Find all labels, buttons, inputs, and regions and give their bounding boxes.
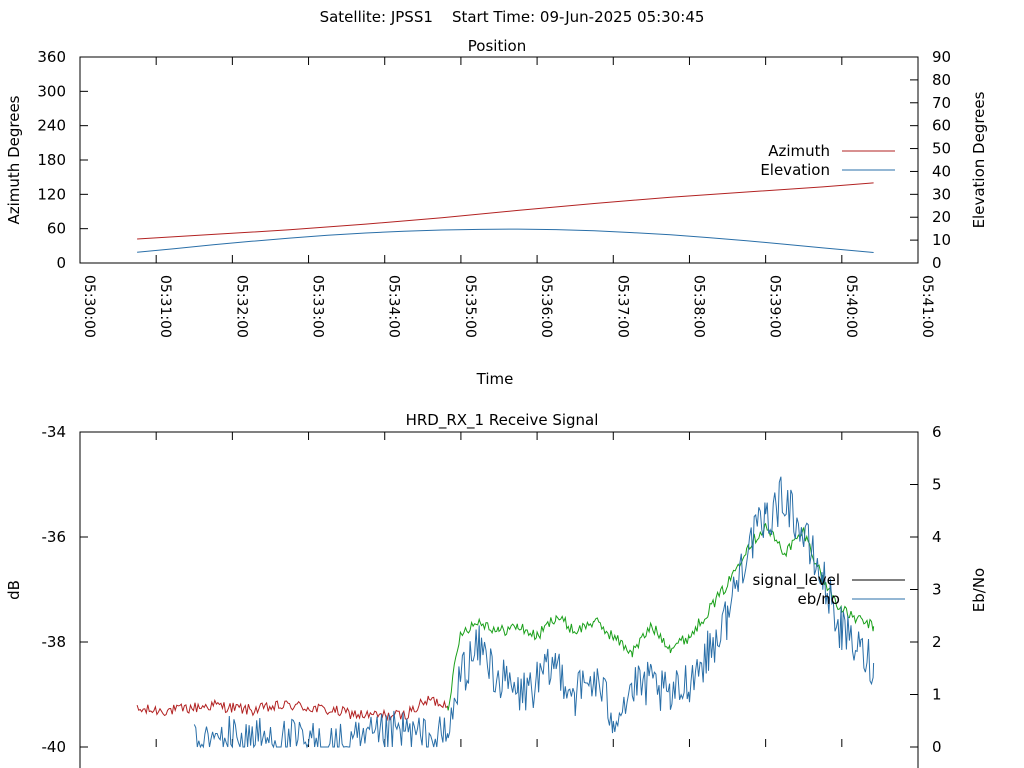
series-line-ebno [193, 476, 875, 749]
y-tick-label: 0 [56, 254, 66, 272]
y2-tick-label: 30 [932, 185, 951, 203]
y2-tick-label: 6 [932, 423, 942, 441]
position-left-axis: 0 60 120 180 240 300 360 [37, 48, 88, 272]
signal-y2label: Eb/No [970, 568, 988, 612]
y-tick-label: 240 [37, 117, 66, 135]
y2-tick-label: 5 [932, 476, 942, 494]
signal-left-axis: -34 -36 -38 -40 [42, 423, 88, 756]
y2-tick-label: 50 [932, 140, 951, 158]
legend-label-ebno: eb/no [798, 590, 841, 608]
y2-tick-label: 3 [932, 581, 942, 599]
position-plot-frame [79, 56, 919, 264]
series-line-signal-level-unlocked [136, 695, 449, 721]
x-tick-label: 05:30:00 [81, 275, 97, 338]
legend-label-signal-level: signal_level [752, 571, 840, 590]
x-tick-label: 05:33:00 [310, 275, 326, 338]
position-ylabel: Azimuth Degrees [5, 95, 23, 224]
x-tick-label: 05:35:00 [462, 275, 478, 338]
position-chart-title: Position [468, 37, 526, 55]
y2-tick-label: 60 [932, 117, 951, 135]
y2-tick-label: 90 [932, 48, 951, 66]
position-legend: Azimuth Elevation [760, 142, 895, 179]
y-tick-label: -36 [42, 528, 67, 546]
position-right-axis: 0 10 20 30 40 50 60 70 80 90 [910, 48, 951, 272]
legend-label-azimuth: Azimuth [768, 142, 830, 160]
y2-tick-label: 0 [932, 254, 942, 272]
y2-tick-label: 0 [932, 738, 942, 756]
x-tick-label: 05:37:00 [614, 275, 630, 338]
y2-tick-label: 10 [932, 231, 951, 249]
x-tick-label: 05:31:00 [157, 275, 173, 338]
position-chart: Position 0 60 120 180 240 300 360 0 10 20 30 40 50 6… [5, 37, 988, 388]
y-tick-label: 180 [37, 151, 66, 169]
signal-series-group [136, 476, 875, 749]
y2-tick-label: 4 [932, 528, 942, 546]
x-tick-label: 05:39:00 [767, 275, 783, 338]
y2-tick-label: 40 [932, 162, 951, 180]
position-x-axis: 05:30:00 05:31:00 05:32:00 05:33:00 05:34:00… [79, 57, 935, 338]
x-tick-label: 05:40:00 [843, 275, 859, 338]
y2-tick-label: 1 [932, 686, 942, 704]
y-tick-label: -40 [42, 738, 67, 756]
x-tick-label: 05:34:00 [386, 275, 402, 338]
x-tick-label: 05:32:00 [233, 275, 249, 338]
x-tick-label: 05:38:00 [690, 275, 706, 338]
y-tick-label: -38 [42, 633, 67, 651]
y-tick-label: 300 [37, 82, 66, 100]
y2-tick-label: 70 [932, 94, 951, 112]
page-title: Satellite: JPSS1 Start Time: 09-Jun-2025… [320, 8, 705, 26]
y2-tick-label: 80 [932, 71, 951, 89]
series-line-elevation [137, 228, 874, 253]
y-tick-label: 120 [37, 185, 66, 203]
x-tick-label: 05:41:00 [919, 275, 935, 338]
y2-tick-label: 2 [932, 633, 942, 651]
position-xlabel: Time [476, 370, 514, 388]
legend-label-elevation: Elevation [760, 161, 830, 179]
series-line-signal-level-locked [447, 522, 875, 711]
signal-plot-frame [79, 431, 919, 768]
y-tick-label: 60 [47, 220, 66, 238]
signal-legend: signal_level eb/no [752, 571, 905, 608]
signal-x-axis [79, 432, 919, 747]
position-y2label: Elevation Degrees [970, 91, 988, 228]
y-tick-label: -34 [42, 423, 67, 441]
signal-right-axis: 0 1 2 3 4 5 6 [910, 423, 942, 756]
signal-chart-title: HRD_RX_1 Receive Signal [406, 411, 599, 430]
x-tick-label: 05:36:00 [538, 275, 554, 338]
signal-ylabel: dB [5, 580, 23, 600]
series-line-azimuth [137, 182, 874, 240]
y-tick-label: 360 [37, 48, 66, 66]
y2-tick-label: 20 [932, 208, 951, 226]
receive-signal-chart: HRD_RX_1 Receive Signal -34 -36 -38 -40 0 1 2… [5, 411, 988, 768]
